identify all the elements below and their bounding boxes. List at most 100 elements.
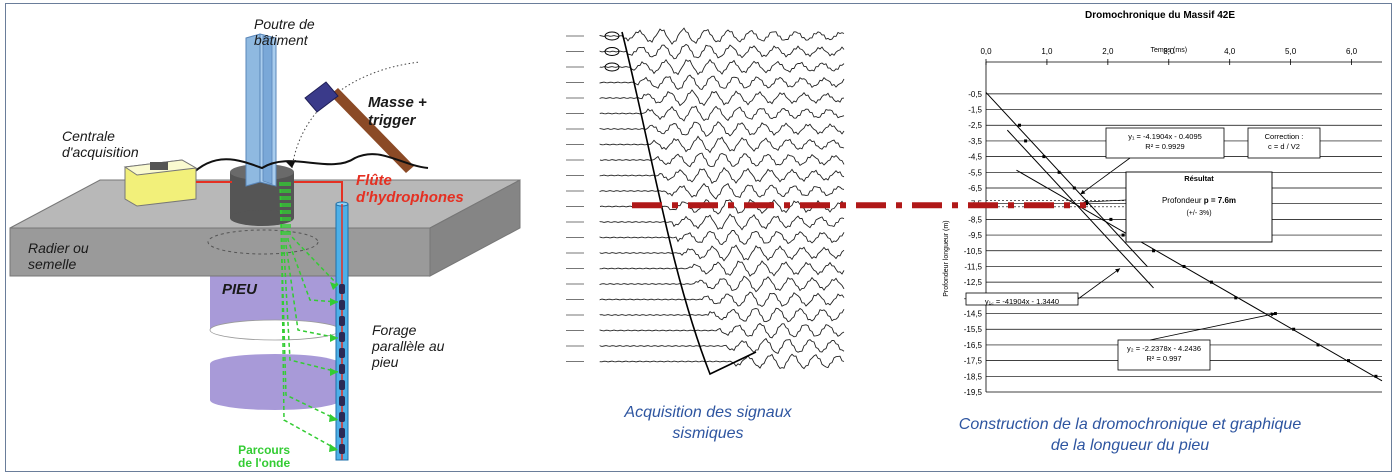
y-tick-label: -18,5 <box>964 372 983 381</box>
seismic-trace <box>599 121 845 137</box>
borehole-label: Forage parallèle au pieu <box>372 322 444 370</box>
equation-box-1c-text: y₁꜀ = -41904x - 1.3440 <box>985 297 1059 306</box>
arrow-result <box>1083 199 1127 203</box>
wave-label-line1: Parcours <box>238 443 291 457</box>
x-axis-label: Temps (ms) <box>1150 47 1187 54</box>
trace-marker <box>604 62 620 72</box>
data-point <box>1024 139 1028 143</box>
beam-arrow <box>286 160 296 168</box>
data-point <box>1018 123 1022 127</box>
dromochronic-chart: Dromochronique du Massif 42E Temps (ms) Pr… <box>930 4 1388 400</box>
seismic-trace <box>599 337 845 354</box>
correction-box: Correction :c = d / V2 <box>1247 127 1321 159</box>
equation-box-2-text: R² = 0.997 <box>1146 354 1181 363</box>
seismic-trace <box>599 27 845 45</box>
slab <box>9 179 521 277</box>
borehole-label-line2: parallèle au <box>372 338 445 354</box>
slab-label-line1: Radier ou <box>28 240 89 256</box>
beam-label-line1: Poutre de <box>254 16 315 32</box>
result-title: Résultat <box>1184 174 1214 183</box>
fit-line <box>985 92 1148 268</box>
y-tick-label: -11,5 <box>964 262 982 271</box>
chart-caption-line2: de la longueur du pieu <box>1050 437 1210 454</box>
pile-label: PIEU <box>222 281 258 298</box>
data-point <box>1209 280 1213 284</box>
y-tick-label: -0,5 <box>968 90 982 99</box>
borehole-label-line3: pieu <box>372 354 399 370</box>
acquisition-label-line2: d'acquisition <box>62 144 139 160</box>
wave-label-line2: de l'onde <box>238 456 291 470</box>
x-tick-label: 4,0 <box>1224 47 1236 56</box>
chart-caption: Construction de la dromochronique et gra… <box>920 414 1340 456</box>
correction-box-text: c = d / V2 <box>1268 142 1300 151</box>
arrow-eq2-head <box>1270 312 1276 317</box>
data-point <box>1316 343 1320 347</box>
seismogram-background <box>560 22 850 382</box>
flute-label-line2: d'hydrophones <box>356 189 464 206</box>
trace-marker <box>604 31 620 41</box>
data-point <box>1374 374 1378 378</box>
y-tick-label: -19,5 <box>964 388 983 397</box>
hammer <box>304 81 414 173</box>
data-point <box>1182 264 1186 268</box>
seismogram <box>560 22 850 382</box>
y-tick-label: -5,5 <box>968 168 982 177</box>
borehole <box>335 201 349 461</box>
data-point <box>1152 249 1156 253</box>
y-tick-label: -16,5 <box>964 341 983 350</box>
trace-marker <box>604 47 620 56</box>
seismic-trace <box>599 213 845 231</box>
wave-label: Parcours de l'onde <box>238 444 290 470</box>
seismic-trace <box>599 275 845 293</box>
data-point <box>1346 359 1350 363</box>
y-tick-label: -17,5 <box>964 357 983 366</box>
y-tick-label: -1,5 <box>968 106 982 115</box>
data-point <box>1109 217 1113 221</box>
data-point <box>1042 155 1046 159</box>
seismic-trace <box>599 291 845 308</box>
seismic-trace <box>599 230 845 246</box>
y-tick-label: -3,5 <box>968 137 982 146</box>
y-tick-label: -2,5 <box>968 121 982 130</box>
arrow-eq1 <box>1080 157 1131 195</box>
y-axis-label: Profondeur longueur (m) <box>943 220 950 296</box>
seismic-trace <box>599 43 845 60</box>
y-tick-label: -7,5 <box>968 200 982 209</box>
seismic-trace <box>599 105 845 122</box>
equation-box-1-text: R² = 0.9929 <box>1145 142 1184 151</box>
y-tick-label: -15,5 <box>964 325 983 334</box>
equation-box-1-text: y₁ = -4.1904x - 0.4095 <box>1128 132 1202 141</box>
data-point <box>1273 312 1277 316</box>
first-arrival-curve <box>621 31 757 376</box>
seismic-trace <box>599 135 845 154</box>
arrow-eq1c-head <box>1115 268 1121 273</box>
x-tick-label: 5,0 <box>1285 47 1297 56</box>
seismic-caption-line1: Acquisition des signaux <box>624 404 792 421</box>
seismic-trace <box>599 152 845 168</box>
hammer-label-line1: Masse + <box>368 94 427 111</box>
chart-caption-line1: Construction de la dromochronique et gra… <box>958 416 1302 433</box>
x-tick-label: 0,0 <box>980 47 992 56</box>
borehole-label-line1: Forage <box>372 322 417 338</box>
x-tick-label: 1,0 <box>1041 47 1053 56</box>
arrow-eq2 <box>1149 313 1276 341</box>
seismic-trace <box>599 89 845 107</box>
data-point <box>1057 170 1061 174</box>
equation-box-1-frame <box>1105 127 1225 159</box>
acquisition-label-line1: Centrale <box>62 128 115 144</box>
slab-label: Radier ou semelle <box>28 240 89 272</box>
y-tick-label: -9,5 <box>968 231 982 240</box>
fit-line <box>1006 129 1154 289</box>
seismic-trace <box>599 307 845 323</box>
acquisition-label: Centrale d'acquisition <box>62 128 139 160</box>
result-precision: (+/- 3%) <box>1186 210 1211 217</box>
seismic-trace <box>599 74 845 91</box>
equation-box-2-text: y₂ = -2.2378x - 4.2436 <box>1127 344 1201 353</box>
seismic-trace <box>599 353 845 370</box>
setup-diagram <box>9 33 521 461</box>
equation-box-1c: y₁꜀ = -41904x - 1.3440 <box>965 292 1079 306</box>
pile-cylinder <box>209 270 341 410</box>
beam-label-line2: bâtiment <box>254 32 308 48</box>
seismic-caption-line2: sismiques <box>672 425 744 442</box>
